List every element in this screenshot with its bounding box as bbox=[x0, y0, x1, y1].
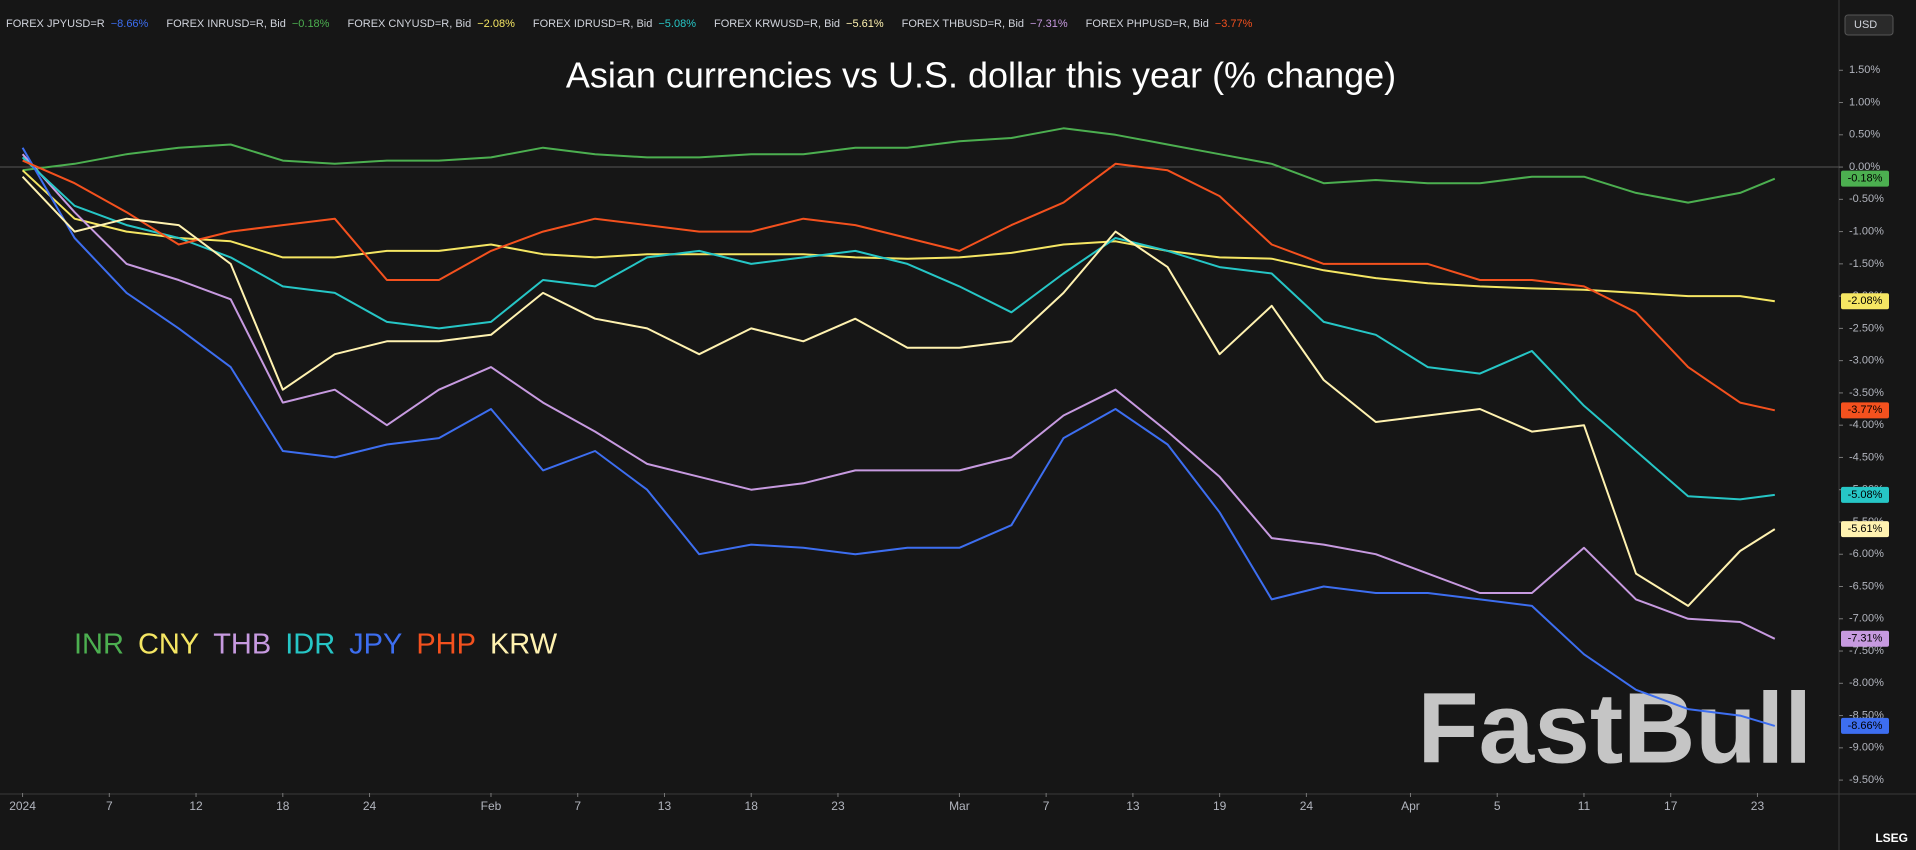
series-line bbox=[21, 176, 1776, 607]
chart-title: Asian currencies vs U.S. dollar this yea… bbox=[566, 55, 1396, 96]
series-line bbox=[21, 153, 1776, 640]
y-tick-label: -3.50% bbox=[1849, 387, 1884, 399]
x-tick-label: 7 bbox=[574, 799, 581, 813]
y-tick-label: -9.50% bbox=[1849, 774, 1884, 786]
watermark: FastBull bbox=[1418, 672, 1812, 784]
end-label: -2.08% bbox=[1848, 295, 1883, 307]
ticker-label: FOREX THBUSD=R, Bid bbox=[902, 18, 1024, 30]
series-line bbox=[21, 169, 1775, 303]
end-label-box bbox=[1841, 293, 1889, 310]
end-label-box bbox=[1841, 486, 1889, 503]
ticker-change: −8.66% bbox=[111, 18, 149, 30]
y-tick-label: -1.50% bbox=[1849, 258, 1884, 270]
ticker-change: −2.08% bbox=[477, 18, 515, 30]
y-tick-label: -6.50% bbox=[1849, 580, 1884, 592]
y-tick-label: -1.00% bbox=[1849, 225, 1884, 237]
end-label: -5.08% bbox=[1848, 489, 1883, 501]
y-tick-label: -0.50% bbox=[1849, 193, 1884, 205]
source-label: LSEG bbox=[1875, 831, 1908, 845]
x-tick-label: 13 bbox=[1126, 799, 1140, 813]
x-tick-label: 18 bbox=[745, 799, 759, 813]
x-tick-label: 19 bbox=[1213, 799, 1227, 813]
series-line bbox=[21, 156, 1775, 501]
x-tick-label: Apr bbox=[1401, 799, 1420, 813]
y-tick-label: -6.00% bbox=[1849, 548, 1884, 560]
x-tick-label: 7 bbox=[1043, 799, 1050, 813]
legend-item: INR bbox=[74, 629, 124, 661]
x-tick-label: 17 bbox=[1664, 799, 1678, 813]
ticker-change: −5.61% bbox=[846, 18, 884, 30]
y-tick-label: -3.00% bbox=[1849, 355, 1884, 367]
end-label: -3.77% bbox=[1848, 404, 1883, 416]
end-label: -7.31% bbox=[1848, 633, 1883, 645]
end-label: -8.66% bbox=[1848, 720, 1883, 732]
legend-item: CNY bbox=[138, 629, 199, 661]
x-tick-label: Mar bbox=[949, 799, 970, 813]
x-tick-label: 2024 bbox=[9, 799, 36, 813]
currency-box bbox=[1844, 14, 1894, 36]
legend-item: KRW bbox=[490, 629, 558, 661]
ticker-label: FOREX IDRUSD=R, Bid bbox=[533, 18, 653, 30]
x-tick-label: 18 bbox=[276, 799, 290, 813]
legend-item: IDR bbox=[285, 629, 335, 661]
currency-label: USD bbox=[1854, 19, 1877, 31]
x-tick-label: 24 bbox=[363, 799, 377, 813]
y-tick-label: -9.00% bbox=[1849, 742, 1884, 754]
x-tick-label: 23 bbox=[1751, 799, 1765, 813]
end-label-box bbox=[1841, 170, 1889, 187]
y-tick-label: 0.00% bbox=[1849, 161, 1880, 173]
ticker-label: FOREX JPYUSD=R bbox=[6, 18, 105, 30]
end-label-box bbox=[1841, 521, 1889, 538]
y-tick-label: 1.50% bbox=[1849, 64, 1880, 76]
series-line bbox=[22, 127, 1776, 204]
end-label-box bbox=[1841, 402, 1889, 419]
x-tick-label: Feb bbox=[481, 799, 502, 813]
y-tick-label: 0.50% bbox=[1849, 129, 1880, 141]
y-tick-label: -7.50% bbox=[1849, 645, 1884, 657]
x-tick-label: 13 bbox=[658, 799, 672, 813]
x-tick-label: 7 bbox=[106, 799, 113, 813]
x-tick-label: 24 bbox=[1300, 799, 1314, 813]
ticker-label: FOREX PHPUSD=R, Bid bbox=[1086, 18, 1209, 30]
y-tick-label: -4.50% bbox=[1849, 451, 1884, 463]
ticker-change: −5.08% bbox=[658, 18, 696, 30]
x-tick-label: 12 bbox=[189, 799, 203, 813]
series-line bbox=[21, 147, 1776, 727]
legend-item: PHP bbox=[416, 629, 476, 661]
legend-item: THB bbox=[213, 629, 271, 661]
end-label: -0.18% bbox=[1848, 173, 1883, 185]
ticker-label: FOREX INRUSD=R, Bid bbox=[166, 18, 286, 30]
y-tick-label: -8.00% bbox=[1849, 677, 1884, 689]
y-tick-label: -7.00% bbox=[1849, 613, 1884, 625]
legend-item: JPY bbox=[349, 629, 402, 661]
series-line bbox=[22, 159, 1776, 412]
x-tick-label: 11 bbox=[1578, 799, 1591, 813]
y-tick-label: 1.00% bbox=[1849, 96, 1880, 108]
x-tick-label: 5 bbox=[1494, 799, 1501, 813]
ticker-label: FOREX KRWUSD=R, Bid bbox=[714, 18, 840, 30]
end-label: -5.61% bbox=[1848, 523, 1883, 535]
y-tick-label: -2.50% bbox=[1849, 322, 1884, 334]
y-tick-label: -4.00% bbox=[1849, 419, 1884, 431]
end-label-box bbox=[1841, 717, 1889, 734]
end-label-box bbox=[1841, 630, 1889, 647]
ticker-change: −7.31% bbox=[1030, 18, 1068, 30]
ticker-change: −3.77% bbox=[1215, 18, 1253, 30]
x-tick-label: 23 bbox=[831, 799, 845, 813]
ticker-label: FOREX CNYUSD=R, Bid bbox=[347, 18, 471, 30]
ticker-change: −0.18% bbox=[292, 18, 330, 30]
